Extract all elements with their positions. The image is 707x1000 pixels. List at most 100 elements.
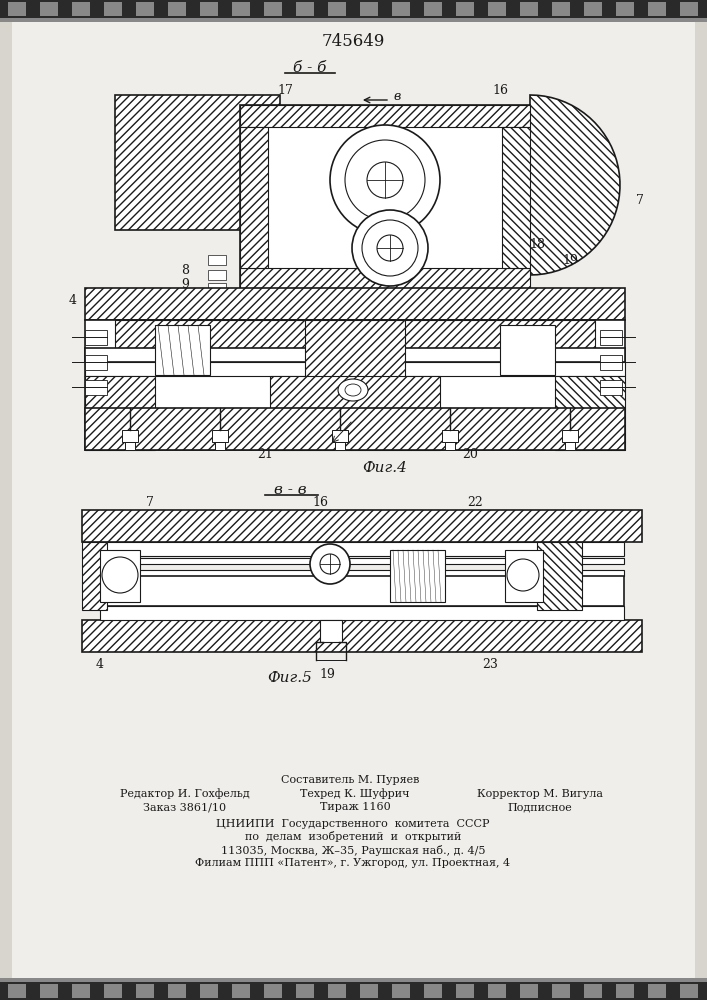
Bar: [616, 984, 634, 998]
Bar: [565, 442, 575, 450]
Text: Техред К. Шуфрич: Техред К. Шуфрич: [300, 789, 410, 799]
Ellipse shape: [345, 384, 361, 396]
Bar: [270, 376, 440, 450]
Bar: [296, 984, 314, 998]
Text: 19: 19: [319, 668, 335, 682]
Text: 18: 18: [529, 238, 545, 251]
Bar: [0, 982, 707, 1000]
Bar: [520, 984, 538, 998]
Bar: [305, 320, 405, 380]
Bar: [85, 288, 625, 320]
Bar: [296, 2, 314, 16]
Bar: [82, 510, 642, 542]
Bar: [680, 984, 698, 998]
Ellipse shape: [338, 379, 368, 401]
Bar: [240, 127, 268, 268]
Text: б - б: б - б: [293, 61, 327, 75]
Bar: [328, 984, 346, 998]
Bar: [136, 2, 154, 16]
Bar: [85, 376, 155, 450]
Bar: [488, 984, 506, 998]
Text: в: в: [393, 91, 400, 104]
Text: Тираж 1160: Тираж 1160: [320, 802, 390, 812]
Bar: [390, 550, 445, 602]
Text: 20: 20: [462, 448, 478, 462]
Bar: [600, 380, 622, 395]
Text: 23: 23: [482, 658, 498, 672]
Bar: [445, 442, 455, 450]
Text: Составитель М. Пуряев: Составитель М. Пуряев: [281, 775, 419, 785]
Bar: [100, 542, 624, 556]
Bar: [360, 2, 378, 16]
Bar: [392, 2, 410, 16]
Circle shape: [367, 162, 403, 198]
Bar: [85, 320, 625, 450]
Bar: [264, 984, 282, 998]
Circle shape: [352, 210, 428, 286]
Bar: [600, 330, 622, 345]
Bar: [0, 18, 707, 22]
Text: Фиг.5: Фиг.5: [267, 671, 312, 685]
Text: 21: 21: [257, 448, 273, 462]
Text: Филиам ППП «Патент», г. Ужгород, ул. Проектная, 4: Филиам ППП «Патент», г. Ужгород, ул. Про…: [195, 858, 510, 868]
Bar: [85, 408, 625, 450]
Bar: [82, 542, 107, 610]
Polygon shape: [530, 95, 620, 275]
Text: Подписное: Подписное: [508, 802, 573, 812]
Bar: [168, 2, 186, 16]
Text: Заказ 3861/10: Заказ 3861/10: [144, 802, 226, 812]
Bar: [562, 430, 578, 442]
Bar: [100, 550, 140, 602]
Bar: [82, 620, 642, 652]
Bar: [115, 320, 595, 350]
Bar: [208, 283, 226, 293]
Circle shape: [102, 557, 138, 593]
Text: 22: 22: [467, 496, 483, 510]
Text: 16: 16: [492, 84, 508, 97]
Bar: [680, 2, 698, 16]
Bar: [360, 984, 378, 998]
Bar: [648, 984, 666, 998]
Bar: [232, 2, 250, 16]
Bar: [584, 2, 602, 16]
Bar: [208, 255, 226, 265]
Bar: [8, 984, 26, 998]
Text: 8: 8: [181, 263, 189, 276]
Bar: [424, 2, 442, 16]
Bar: [215, 442, 225, 450]
Bar: [695, 22, 707, 978]
Bar: [168, 984, 186, 998]
Bar: [85, 348, 625, 362]
Bar: [520, 2, 538, 16]
Text: 745649: 745649: [321, 33, 385, 50]
Bar: [648, 2, 666, 16]
Bar: [100, 576, 624, 606]
Text: ЦНИИПИ  Государственного  комитета  СССР: ЦНИИПИ Государственного комитета СССР: [216, 819, 490, 829]
Bar: [0, 0, 707, 18]
Bar: [240, 105, 530, 290]
Bar: [72, 2, 90, 16]
Bar: [555, 376, 625, 450]
Bar: [320, 620, 342, 642]
Bar: [122, 430, 138, 442]
Text: в - в: в - в: [274, 483, 306, 497]
Bar: [392, 984, 410, 998]
Circle shape: [362, 220, 418, 276]
Text: 17: 17: [277, 84, 293, 97]
Bar: [500, 325, 555, 375]
Bar: [100, 570, 624, 576]
Bar: [85, 380, 107, 395]
Circle shape: [377, 235, 403, 261]
Bar: [424, 984, 442, 998]
Bar: [552, 984, 570, 998]
Circle shape: [345, 140, 425, 220]
Text: 7: 7: [636, 194, 644, 207]
Bar: [136, 984, 154, 998]
Bar: [85, 362, 625, 376]
Text: 19: 19: [562, 253, 578, 266]
Bar: [456, 984, 474, 998]
Bar: [72, 984, 90, 998]
Bar: [208, 270, 226, 280]
Bar: [115, 95, 280, 230]
Text: 7: 7: [146, 496, 154, 510]
